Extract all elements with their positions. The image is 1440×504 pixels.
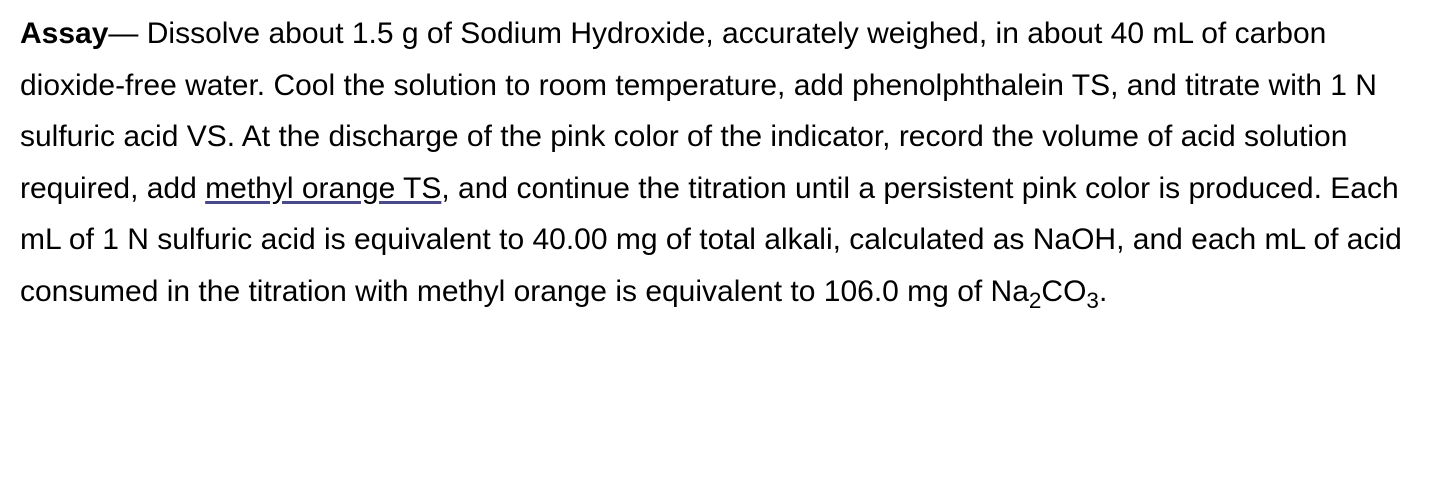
assay-text-part4: . [1099, 275, 1107, 308]
assay-heading: Assay [20, 17, 108, 50]
subscript-3: 3 [1086, 288, 1099, 313]
assay-emdash: — [108, 17, 146, 50]
subscript-2a: 2 [1029, 288, 1042, 313]
assay-paragraph: Assay— Dissolve about 1.5 g of Sodium Hy… [20, 8, 1420, 318]
assay-text-part3: CO [1041, 275, 1086, 308]
methyl-orange-link[interactable]: methyl orange TS [205, 172, 441, 205]
